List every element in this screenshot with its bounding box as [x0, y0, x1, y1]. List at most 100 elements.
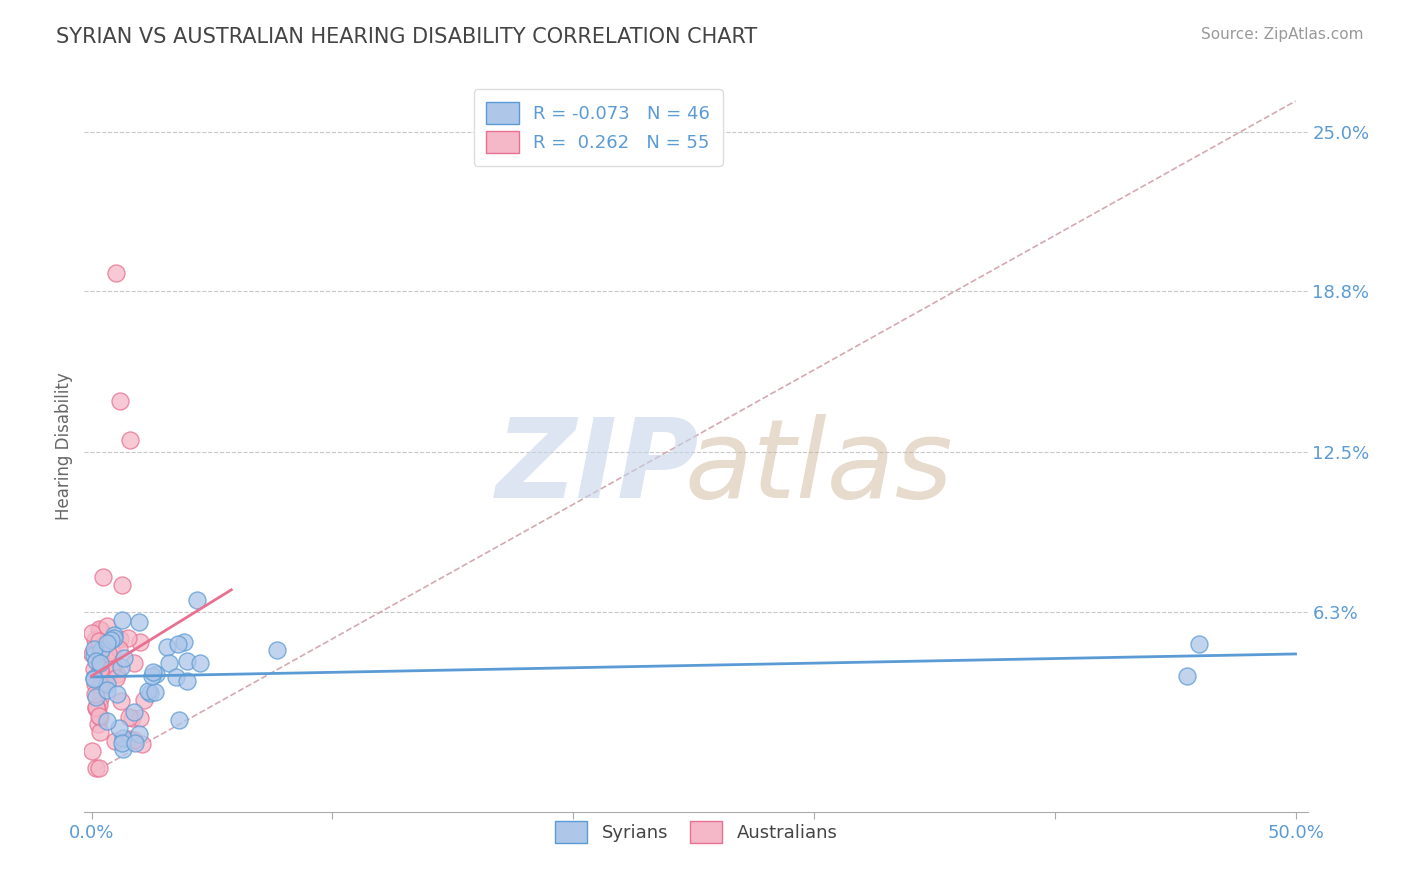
- Point: [84, 699, 107, 714]
- Point: [83, 648, 105, 662]
- Point: [80, 626, 103, 640]
- Point: [143, 684, 166, 698]
- Point: [83, 673, 105, 687]
- Point: [165, 669, 187, 683]
- Point: [84, 654, 107, 668]
- Point: [118, 710, 141, 724]
- Point: [128, 615, 150, 629]
- Point: [121, 711, 143, 725]
- Legend: Syrians, Australians: Syrians, Australians: [547, 814, 845, 850]
- Point: [100, 633, 122, 648]
- Text: atlas: atlas: [683, 415, 953, 522]
- Point: [90, 638, 112, 652]
- Point: [89, 678, 111, 692]
- Point: [110, 660, 132, 674]
- Point: [128, 635, 150, 649]
- Point: [96, 618, 118, 632]
- Point: [136, 684, 159, 698]
- Point: [112, 651, 135, 665]
- Point: [90, 665, 112, 680]
- Point: [84, 632, 107, 647]
- Point: [110, 394, 132, 409]
- Text: Source: ZipAtlas.com: Source: ZipAtlas.com: [1201, 27, 1364, 42]
- Point: [105, 666, 128, 681]
- Point: [104, 266, 127, 280]
- Point: [101, 659, 124, 673]
- Point: [87, 633, 110, 648]
- Point: [110, 694, 132, 708]
- Point: [157, 657, 180, 671]
- Point: [83, 687, 105, 701]
- Point: [122, 733, 145, 747]
- Point: [266, 643, 288, 657]
- Point: [169, 713, 191, 727]
- Point: [142, 665, 165, 680]
- Point: [110, 736, 132, 750]
- Point: [176, 673, 198, 688]
- Point: [97, 666, 120, 681]
- Point: [89, 761, 111, 775]
- Point: [83, 641, 105, 656]
- Point: [124, 735, 146, 749]
- Point: [139, 686, 162, 700]
- Point: [91, 570, 114, 584]
- Point: [89, 622, 111, 636]
- Point: [83, 676, 105, 690]
- Point: [87, 717, 110, 731]
- Point: [83, 662, 105, 676]
- Point: [101, 645, 124, 659]
- Point: [89, 656, 111, 670]
- Text: SYRIAN VS AUSTRALIAN HEARING DISABILITY CORRELATION CHART: SYRIAN VS AUSTRALIAN HEARING DISABILITY …: [56, 27, 758, 46]
- Point: [186, 593, 208, 607]
- Point: [90, 643, 112, 657]
- Point: [89, 650, 111, 665]
- Point: [80, 648, 103, 662]
- Point: [86, 701, 108, 715]
- Point: [117, 631, 139, 645]
- Point: [107, 721, 129, 735]
- Point: [83, 671, 105, 685]
- Y-axis label: Hearing Disability: Hearing Disability: [55, 372, 73, 520]
- Point: [80, 743, 103, 757]
- Point: [141, 669, 163, 683]
- Point: [131, 737, 153, 751]
- Text: ZIP: ZIP: [496, 415, 700, 522]
- Point: [90, 679, 112, 693]
- Point: [89, 648, 111, 662]
- Point: [134, 693, 156, 707]
- Point: [84, 690, 107, 705]
- Point: [96, 677, 118, 691]
- Point: [173, 635, 195, 649]
- Point: [1175, 669, 1198, 683]
- Point: [128, 727, 150, 741]
- Point: [96, 635, 118, 649]
- Point: [118, 732, 141, 747]
- Point: [89, 725, 111, 739]
- Point: [105, 687, 128, 701]
- Point: [89, 690, 111, 705]
- Point: [96, 714, 118, 728]
- Point: [89, 698, 111, 712]
- Point: [103, 631, 125, 645]
- Point: [104, 734, 127, 748]
- Point: [111, 578, 134, 592]
- Point: [188, 657, 211, 671]
- Point: [89, 662, 111, 676]
- Point: [96, 683, 118, 698]
- Point: [167, 637, 190, 651]
- Point: [108, 632, 131, 646]
- Point: [122, 705, 145, 719]
- Point: [107, 641, 129, 656]
- Point: [129, 711, 152, 725]
- Point: [97, 646, 120, 660]
- Point: [120, 433, 142, 447]
- Point: [176, 654, 198, 668]
- Point: [111, 614, 134, 628]
- Point: [84, 761, 107, 775]
- Point: [100, 662, 122, 676]
- Point: [90, 623, 112, 637]
- Point: [111, 742, 134, 756]
- Point: [145, 666, 167, 681]
- Point: [104, 671, 127, 685]
- Point: [84, 701, 107, 715]
